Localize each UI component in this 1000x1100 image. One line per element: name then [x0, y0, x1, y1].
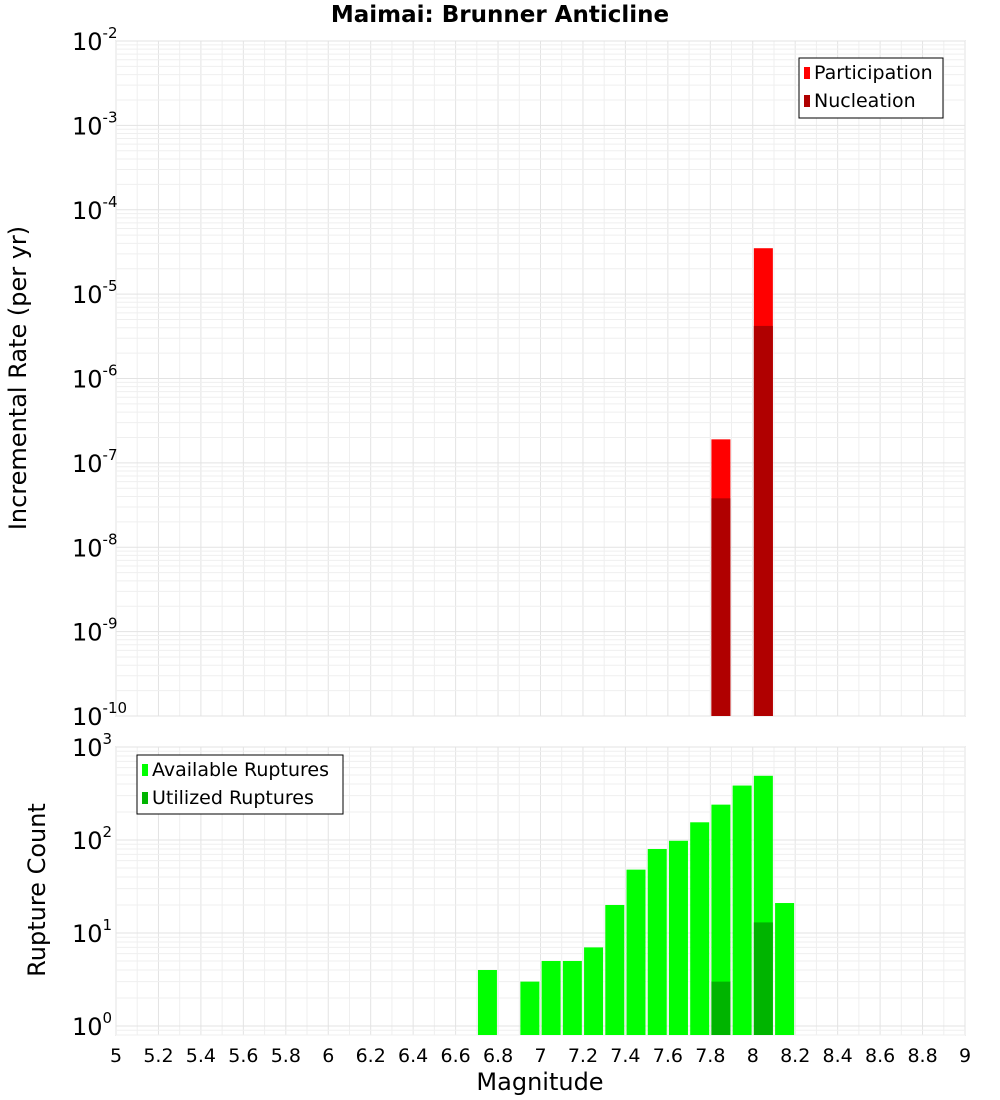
bar-available-ruptures	[711, 804, 731, 1035]
y-tick-label: 10-3	[72, 108, 118, 140]
bar-available-ruptures	[605, 904, 625, 1035]
bar-utilized-ruptures	[711, 981, 731, 1035]
bar-available-ruptures	[520, 981, 540, 1035]
rate-plot: 10-10 10-9 10-8 10-7 10-6 10-5 10-4 10-3 10-2 Par…	[72, 24, 966, 731]
legend: Participation Nucleation	[798, 57, 944, 119]
legend-entry: Nucleation	[814, 90, 916, 112]
y-tick-label: 10-7	[72, 446, 118, 478]
x-tick-label: 8.8	[907, 1045, 937, 1067]
x-tick-label: 6.4	[398, 1045, 428, 1067]
x-tick-label: 7	[534, 1045, 546, 1067]
x-tick-label: 6.8	[483, 1045, 513, 1067]
x-tick-label: 8.2	[780, 1045, 810, 1067]
y-tick-label: 10-6	[72, 362, 118, 394]
top-y-axis-label: Incremental Rate (per yr)	[4, 226, 32, 530]
y-tick-label: 101	[72, 916, 112, 948]
x-tick-label: 7.6	[653, 1045, 683, 1067]
y-tick-label: 10-9	[72, 615, 118, 647]
bar-available-ruptures	[668, 840, 688, 1035]
legend-swatch	[804, 67, 810, 79]
x-tick-label: 8	[747, 1045, 759, 1067]
legend-box	[798, 57, 944, 119]
bar-available-ruptures	[626, 869, 646, 1035]
x-tick-label: 5.4	[186, 1045, 216, 1067]
legend-entry: Participation	[814, 62, 933, 84]
bar-available-ruptures	[541, 960, 561, 1035]
bar-available-ruptures	[584, 947, 604, 1035]
bar-available-ruptures	[775, 903, 795, 1035]
legend-swatch	[142, 764, 148, 776]
bar-available-ruptures	[562, 960, 582, 1035]
x-tick-label: 5	[110, 1045, 122, 1067]
bar-available-ruptures	[477, 969, 497, 1035]
x-tick-label: 8.6	[865, 1045, 895, 1067]
legend-box	[136, 754, 344, 815]
legend-swatch	[142, 792, 148, 804]
x-tick-label: 9	[959, 1045, 971, 1067]
legend-swatch	[804, 95, 810, 107]
bar-available-ruptures	[732, 785, 752, 1035]
bar-utilized-ruptures	[753, 922, 773, 1035]
x-tick-label: 7.8	[695, 1045, 725, 1067]
x-tick-label: 7.2	[568, 1045, 598, 1067]
legend-entry: Available Ruptures	[152, 759, 329, 781]
y-tick-label: 10-2	[72, 24, 118, 56]
legend: Available Ruptures Utilized Ruptures	[136, 754, 344, 815]
y-tick-label: 10-4	[72, 193, 118, 225]
x-axis-label: Magnitude	[476, 1068, 603, 1096]
y-tick-label: 10-10	[72, 699, 127, 731]
y-tick-label: 10-8	[72, 530, 118, 562]
bar-nucleation	[753, 325, 773, 716]
bar-available-ruptures	[690, 822, 710, 1035]
y-tick-label: 100	[72, 1009, 112, 1041]
x-tick-label: 5.8	[271, 1045, 301, 1067]
y-tick-label: 103	[72, 730, 112, 762]
chart-title: Maimai: Brunner Anticline	[331, 2, 669, 28]
x-tick-label: 6.6	[440, 1045, 470, 1067]
x-tick-label: 6.2	[356, 1045, 386, 1067]
x-tick-label: 5.6	[228, 1045, 258, 1067]
y-tick-label: 10-5	[72, 277, 118, 309]
x-tick-label: 5.2	[143, 1045, 173, 1067]
x-tick-label: 7.4	[610, 1045, 640, 1067]
y-tick-label: 102	[72, 823, 112, 855]
x-tick-label: 8.4	[823, 1045, 853, 1067]
bottom-y-axis-label: Rupture Count	[23, 803, 51, 977]
bar-nucleation	[711, 498, 731, 716]
bar-available-ruptures	[647, 849, 667, 1035]
legend-entry: Utilized Ruptures	[152, 787, 314, 809]
x-tick-label: 6	[322, 1045, 334, 1067]
